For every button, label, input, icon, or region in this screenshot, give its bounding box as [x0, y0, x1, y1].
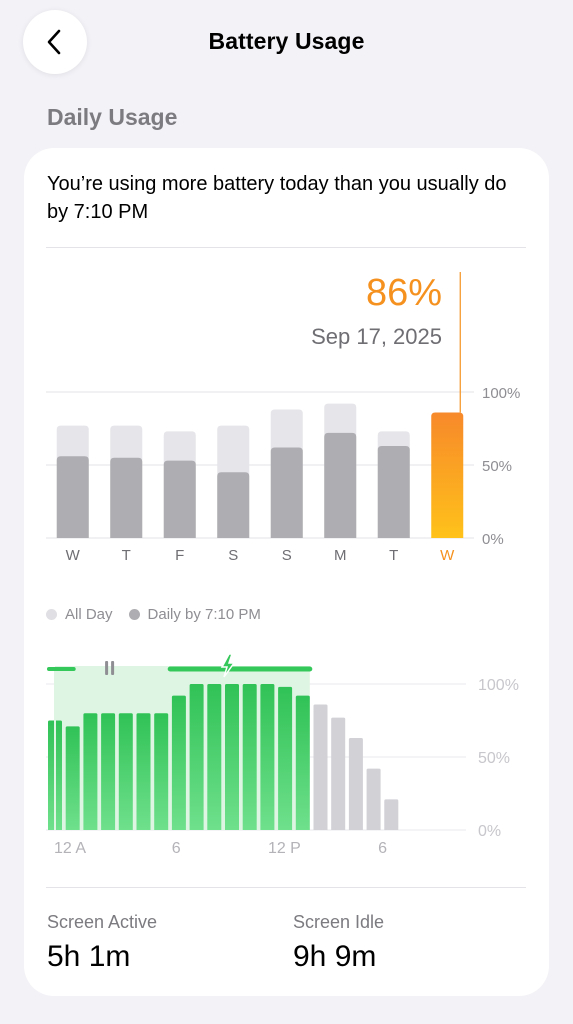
bar-daily-by	[217, 472, 250, 538]
hourly-bar	[171, 695, 186, 830]
screen-active-label: Screen Active	[47, 912, 158, 932]
x-tick-label: 12 A	[54, 840, 86, 857]
x-tick-label: F	[175, 547, 184, 564]
divider	[46, 887, 526, 888]
bar-daily-by	[324, 432, 357, 538]
pause-icon	[105, 661, 109, 675]
page-title: Battery Usage	[208, 28, 365, 54]
pause-icon	[111, 661, 115, 675]
x-tick-label: T	[389, 547, 398, 564]
x-tick-label: 6	[172, 840, 181, 857]
x-tick-label: S	[228, 547, 238, 564]
hourly-bar	[384, 799, 399, 830]
bar-daily-by	[270, 447, 303, 538]
legend-dot	[46, 609, 57, 620]
hourly-bar	[295, 695, 310, 830]
x-tick-label: 12 P	[268, 840, 301, 857]
hourly-bar	[189, 684, 204, 830]
y-tick-label: 0%	[478, 823, 501, 840]
hourly-bar	[136, 713, 151, 830]
hourly-bar	[225, 684, 239, 830]
x-tick-label: T	[122, 547, 131, 564]
x-tick-label: W	[66, 547, 81, 564]
section-title: Daily Usage	[47, 104, 178, 130]
y-tick-label: 50%	[482, 458, 512, 475]
hourly-battery-chart[interactable]: 100% 50% 0% 12 A 6 12 P 6	[24, 648, 549, 868]
y-tick-label: 100%	[478, 677, 519, 694]
chevron-left-icon	[47, 29, 61, 55]
legend-dot	[128, 609, 140, 620]
hourly-bar	[242, 684, 257, 830]
y-tick-label: 100%	[482, 385, 520, 402]
hourly-bar	[331, 717, 346, 830]
y-tick-label: 0%	[482, 531, 504, 548]
hourly-bar	[348, 738, 363, 830]
screen-active-value: 5h 1m	[47, 940, 131, 973]
usage-headline: You’re using more battery today than you…	[47, 173, 507, 223]
bar-daily-by	[163, 460, 196, 538]
x-tick-label: S	[282, 547, 292, 564]
hourly-bar	[65, 726, 80, 830]
x-tick-label: M	[334, 547, 347, 564]
back-button[interactable]	[23, 10, 87, 74]
selected-percentage: 86%	[366, 272, 442, 314]
bar-daily-by	[377, 446, 410, 538]
daily-usage-card: You’re using more battery today than you…	[24, 148, 549, 996]
legend-daily-by[interactable]: Daily by 7:10 PM	[128, 606, 261, 623]
x-tick-label: 6	[378, 840, 387, 857]
screen-idle-value: 9h 9m	[293, 940, 377, 973]
hourly-bar	[313, 704, 328, 830]
legend-label: Daily by 7:10 PM	[147, 606, 261, 623]
hourly-bar	[118, 713, 133, 830]
bar-daily-by	[110, 457, 143, 538]
hourly-bar	[260, 684, 275, 830]
x-tick-label: W	[440, 547, 455, 564]
hourly-bar	[154, 713, 169, 830]
hourly-bar	[366, 768, 381, 830]
y-tick-label: 50%	[478, 750, 510, 767]
legend-all-day[interactable]: All Day	[46, 606, 113, 623]
hourly-bar	[101, 713, 116, 830]
hourly-bar	[207, 684, 222, 830]
daily-usage-chart[interactable]: 86% Sep 17, 2025 100%50%0%W9/10TFSSMTW	[24, 258, 549, 568]
legend-label: All Day	[65, 606, 113, 623]
screen-idle-label: Screen Idle	[293, 912, 385, 932]
hourly-bar	[278, 686, 293, 830]
chart-legend: All Day Daily by 7:10 PM	[46, 606, 277, 623]
divider	[46, 247, 526, 248]
selected-date: Sep 17, 2025	[311, 324, 442, 349]
hourly-bar	[83, 713, 98, 830]
lightning-bolt-icon	[220, 653, 236, 678]
bar-selected-day	[431, 412, 464, 538]
bar-daily-by	[56, 456, 89, 538]
